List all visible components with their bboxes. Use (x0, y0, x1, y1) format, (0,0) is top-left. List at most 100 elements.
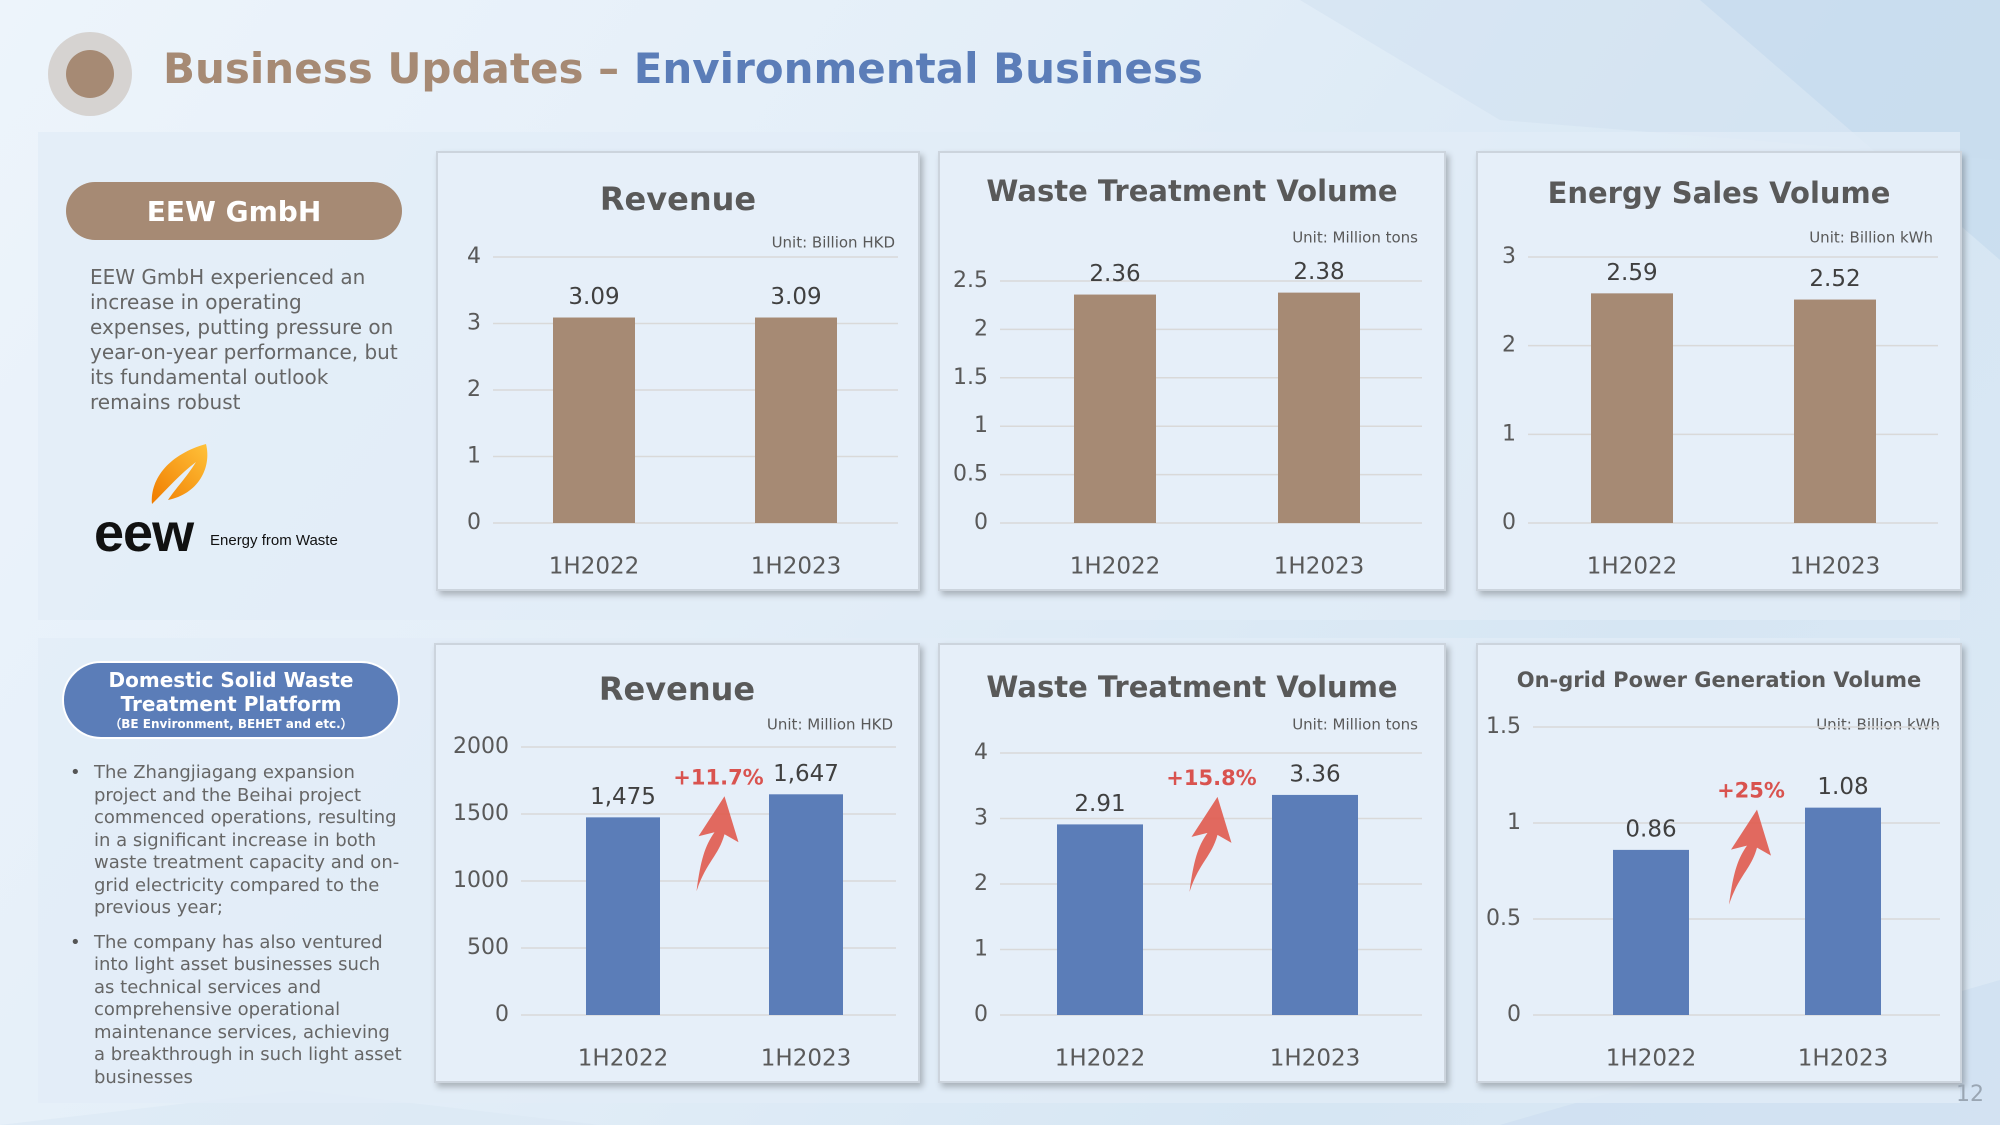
chart-eew-revenue: Revenue Unit: Billion HKD 0 1 2 3 4 3.09 1H2022 3… (467, 180, 898, 580)
eew-leaf-icon (151, 444, 208, 504)
chart-unit-label: Unit: Million tons (1292, 716, 1418, 734)
x-tick-label: 1H2023 (1790, 554, 1880, 580)
bar (1613, 849, 1689, 1015)
bar (1591, 293, 1673, 523)
eew-logo: eew Energy from Waste (92, 440, 372, 563)
x-tick-label: 1H2022 (549, 554, 639, 580)
bullet-item: • The Zhangjiagang expansion project and … (64, 762, 406, 920)
x-tick-label: 1H2023 (761, 1046, 851, 1072)
x-tick-label: 1H2023 (1798, 1046, 1888, 1072)
y-tick-label: 0 (467, 510, 481, 535)
y-tick-label: 1.5 (1486, 714, 1521, 739)
y-tick-label: 0 (1502, 510, 1516, 535)
bar-value-label: 3.09 (770, 284, 821, 310)
chart-title: Revenue (599, 670, 755, 708)
chart-title: Revenue (600, 180, 756, 218)
chart-eew-energy: Energy Sales Volume Unit: Billion kWh 0 1 2 3… (1502, 176, 1938, 580)
domestic-label-line1: Domestic Solid Waste (108, 668, 354, 692)
chart-title: Waste Treatment Volume (986, 174, 1397, 208)
growth-arrow-shape (1189, 796, 1232, 892)
x-tick-label: 1H2022 (1070, 554, 1160, 580)
y-tick-label: 1.5 (953, 365, 988, 390)
eew-description: EEW GmbH experienced an increase in oper… (90, 265, 398, 414)
bar-value-label: 2.38 (1293, 259, 1344, 285)
bar (1805, 807, 1881, 1015)
bar-value-label: 2.36 (1089, 261, 1140, 287)
bar-value-label: 1,647 (773, 761, 839, 787)
chart-title: On-grid Power Generation Volume (1517, 668, 1922, 692)
x-tick-label: 1H2022 (578, 1046, 668, 1072)
bullet-item: • The company has also ventured into lig… (64, 932, 406, 1090)
bullet-text: The Zhangjiagang expansion project and t… (94, 762, 400, 918)
growth-arrow-icon (1729, 809, 1771, 905)
bar (1272, 794, 1358, 1015)
bar-value-label: 3.36 (1289, 761, 1340, 787)
domestic-label-sub: （BE Environment, BEHET and etc.） (109, 717, 353, 731)
page-title-part2: Environmental Business (633, 44, 1203, 93)
page-number: 12 (1956, 1082, 1984, 1107)
bar (1794, 299, 1876, 523)
growth-label: +25% (1717, 779, 1785, 803)
y-tick-label: 1 (1507, 810, 1521, 835)
chart-card-eew-energy: Energy Sales Volume Unit: Billion kWh 0 1 2 3… (1476, 151, 1962, 591)
chart-title: Waste Treatment Volume (986, 670, 1397, 704)
y-tick-label: 1500 (453, 801, 509, 826)
x-tick-label: 1H2023 (1274, 554, 1364, 580)
chart-unit-label: Unit: Billion kWh (1816, 716, 1940, 734)
bar (1278, 292, 1360, 523)
bar (586, 817, 660, 1015)
y-tick-label: 4 (974, 740, 988, 765)
x-tick-label: 1H2022 (1055, 1046, 1145, 1072)
y-tick-label: 2000 (453, 734, 509, 759)
y-tick-label: 500 (467, 935, 509, 960)
chart-domestic-revenue: Revenue Unit: Million HKD 0 500 1000 1500 2000… (453, 670, 896, 1072)
bar-value-label: 3.09 (568, 284, 619, 310)
chart-unit-label: Unit: Million tons (1292, 229, 1418, 247)
chart-unit-label: Unit: Billion HKD (772, 234, 895, 252)
chart-card-eew-waste: Waste Treatment Volume Unit: Million tons… (938, 151, 1446, 591)
bar-value-label: 1.08 (1817, 774, 1868, 800)
y-tick-label: 2 (1502, 333, 1516, 358)
bar-value-label: 2.91 (1074, 791, 1125, 817)
y-tick-label: 0.5 (953, 462, 988, 487)
y-tick-label: 1 (974, 937, 988, 962)
chart-card-eew-revenue: Revenue Unit: Billion HKD 0 1 2 3 4 3.09 1H2022 3… (436, 151, 920, 591)
y-tick-label: 1000 (453, 868, 509, 893)
domestic-label-pill: Domestic Solid Waste Treatment Platform … (62, 661, 400, 739)
eew-logo-tagline: Energy from Waste (210, 532, 338, 549)
bar-value-label: 2.59 (1606, 260, 1657, 286)
page-title-part1: Business Updates – (163, 44, 634, 93)
header-bullet-icon (48, 32, 132, 116)
growth-arrow-shape (696, 796, 739, 892)
page-title: Business Updates – Environmental Busines… (163, 44, 1203, 93)
y-tick-label: 1 (1502, 421, 1516, 446)
x-tick-label: 1H2022 (1606, 1046, 1696, 1072)
growth-label: +15.8% (1166, 766, 1256, 790)
bullet-text: The company has also ventured into light… (94, 931, 402, 1088)
chart-card-domestic-power: On-grid Power Generation Volume Unit: Bil… (1476, 643, 1962, 1083)
y-tick-label: 2 (974, 316, 988, 341)
bar (1074, 294, 1156, 523)
growth-label: +11.7% (673, 765, 763, 789)
y-tick-label: 2 (974, 871, 988, 896)
bar-value-label: 1,475 (590, 784, 656, 810)
y-tick-label: 2 (467, 377, 481, 402)
header-bullet-inner (66, 50, 114, 98)
chart-card-domestic-waste: Waste Treatment Volume Unit: Million tons… (938, 643, 1446, 1083)
y-tick-label: 0 (974, 510, 988, 535)
eew-logo-text: eew (94, 503, 194, 563)
bar-value-label: 0.86 (1625, 816, 1676, 842)
y-tick-label: 0.5 (1486, 906, 1521, 931)
y-tick-label: 1 (974, 413, 988, 438)
chart-card-domestic-revenue: Revenue Unit: Million HKD 0 500 1000 1500 2000… (434, 643, 920, 1083)
eew-label-pill: EEW GmbH (66, 182, 402, 240)
bullet-dot-icon: • (70, 762, 81, 783)
bar-value-label: 2.52 (1809, 266, 1860, 292)
bar (755, 317, 837, 523)
bullet-dot-icon: • (70, 931, 81, 953)
growth-arrow-icon (696, 796, 739, 892)
domestic-label-line2: Treatment Platform (120, 692, 342, 716)
chart-unit-label: Unit: Billion kWh (1809, 229, 1933, 247)
y-tick-label: 3 (467, 311, 481, 336)
bar (1057, 824, 1143, 1015)
